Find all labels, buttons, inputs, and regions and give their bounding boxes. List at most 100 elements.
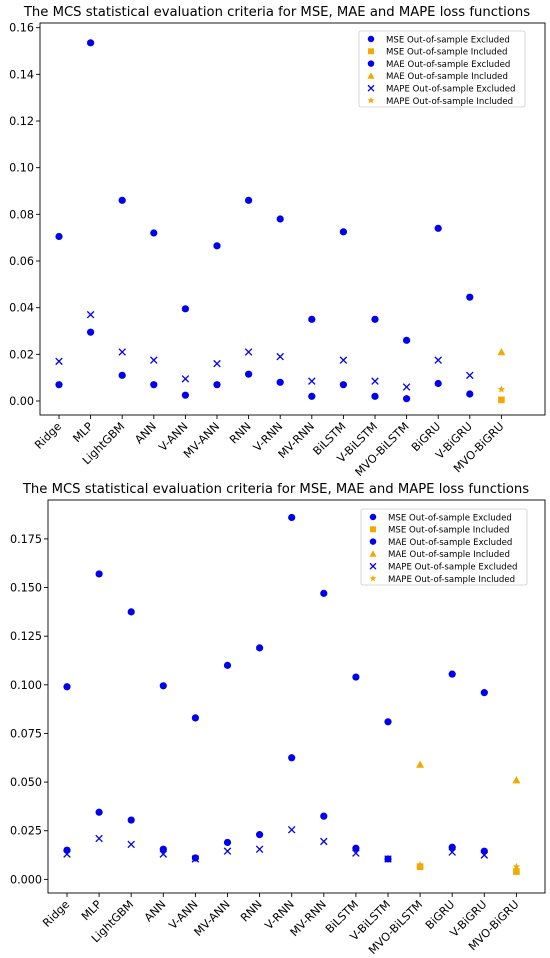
legend-label: MSE Out-of-sample Excluded — [386, 35, 510, 45]
data-point — [63, 683, 71, 691]
data-point — [403, 336, 411, 344]
y-tick-label: 0.12 — [9, 115, 34, 128]
plot-frame — [39, 22, 546, 416]
x-tick-label: Ridge — [40, 898, 72, 930]
data-point — [466, 390, 474, 398]
data-point — [255, 845, 264, 853]
y-tick-label: 0.08 — [9, 208, 34, 221]
x-tick-label: ANN — [142, 898, 168, 924]
legend-marker — [367, 35, 375, 43]
data-point — [223, 661, 232, 669]
x-tick-label: MLP — [71, 420, 96, 445]
x-tick-label: MV-ANN — [192, 898, 233, 939]
data-point — [448, 670, 456, 678]
data-point — [118, 196, 126, 204]
data-point — [339, 228, 347, 236]
data-point — [181, 305, 189, 313]
data-point — [498, 396, 505, 404]
data-point — [118, 371, 126, 379]
data-point — [371, 377, 379, 385]
y-tick-label: 0.00 — [9, 395, 34, 408]
y-tick-label: 0.10 — [9, 162, 34, 175]
data-point — [308, 315, 316, 323]
data-point — [191, 854, 199, 862]
data-point — [150, 229, 158, 237]
data-point — [95, 570, 103, 578]
legend-marker — [368, 48, 374, 55]
data-point — [223, 838, 232, 847]
data-point — [181, 391, 189, 399]
legend-marker — [369, 513, 377, 521]
legend-label: MAPE Out-of-sample Included — [386, 97, 513, 107]
data-point — [87, 328, 95, 336]
x-tick-label: RNN — [238, 898, 265, 925]
data-point — [159, 682, 167, 690]
chart-panel-1: The MCS statistical evaluation criteria … — [9, 5, 546, 479]
data-point — [63, 846, 71, 854]
data-point — [480, 847, 488, 855]
data-point — [55, 381, 63, 389]
data-point — [288, 513, 296, 522]
data-point — [512, 862, 521, 870]
data-point — [320, 812, 328, 820]
data-point — [497, 348, 506, 356]
legend-box — [358, 30, 526, 108]
chart-panel-2: The MCS statistical evaluation criteria … — [10, 482, 546, 957]
data-point — [339, 381, 347, 389]
legend-label: MAPE Out-of-sample Excluded — [386, 85, 516, 95]
data-point — [213, 359, 221, 368]
data-point — [150, 381, 158, 389]
data-point — [127, 816, 135, 824]
data-point — [513, 868, 520, 875]
data-point — [308, 392, 316, 400]
data-point — [86, 310, 95, 319]
data-point — [352, 673, 360, 681]
y-tick-label: 0.06 — [9, 255, 34, 268]
data-point — [159, 845, 167, 853]
legend-box — [360, 508, 528, 586]
y-tick-label: 0.125 — [10, 630, 42, 643]
data-point — [339, 356, 348, 364]
legend-marker — [367, 60, 375, 67]
data-point — [127, 840, 135, 849]
data-point — [63, 850, 71, 858]
data-point — [402, 383, 411, 391]
data-point — [276, 352, 284, 361]
y-tick-label: 0.075 — [10, 727, 42, 740]
plot-frame — [47, 499, 546, 894]
x-tick-label: RNN — [227, 420, 254, 447]
data-point — [320, 837, 328, 846]
y-tick-label: 0.02 — [9, 348, 34, 361]
legend-marker — [369, 562, 377, 570]
y-tick-label: 0.000 — [10, 873, 42, 886]
legend-marker — [367, 84, 375, 92]
data-point — [512, 776, 521, 784]
data-point — [223, 847, 232, 855]
y-tick-label: 0.050 — [10, 776, 42, 789]
data-point — [213, 242, 221, 250]
data-point — [371, 315, 379, 323]
legend-label: MAPE Out-of-sample Included — [388, 575, 515, 585]
data-point — [416, 863, 424, 871]
data-point — [288, 754, 296, 762]
legend-marker — [370, 526, 376, 533]
data-point — [434, 379, 442, 388]
y-tick-label: 0.04 — [9, 302, 34, 315]
chart-title: The MCS statistical evaluation criteria … — [23, 5, 530, 20]
data-point — [480, 851, 489, 859]
data-point — [213, 381, 221, 389]
data-point — [276, 378, 284, 386]
data-point — [191, 714, 199, 722]
data-point — [448, 848, 456, 856]
data-point — [118, 348, 126, 356]
y-tick-label: 0.14 — [9, 68, 34, 81]
legend-label: MSE Out-of-sample Included — [386, 48, 508, 58]
legend-label: MSE Out-of-sample Included — [388, 526, 510, 536]
data-point — [244, 348, 253, 356]
data-point — [352, 849, 360, 857]
data-point — [384, 855, 392, 863]
data-point — [276, 215, 284, 223]
y-tick-label: 0.175 — [10, 533, 42, 546]
